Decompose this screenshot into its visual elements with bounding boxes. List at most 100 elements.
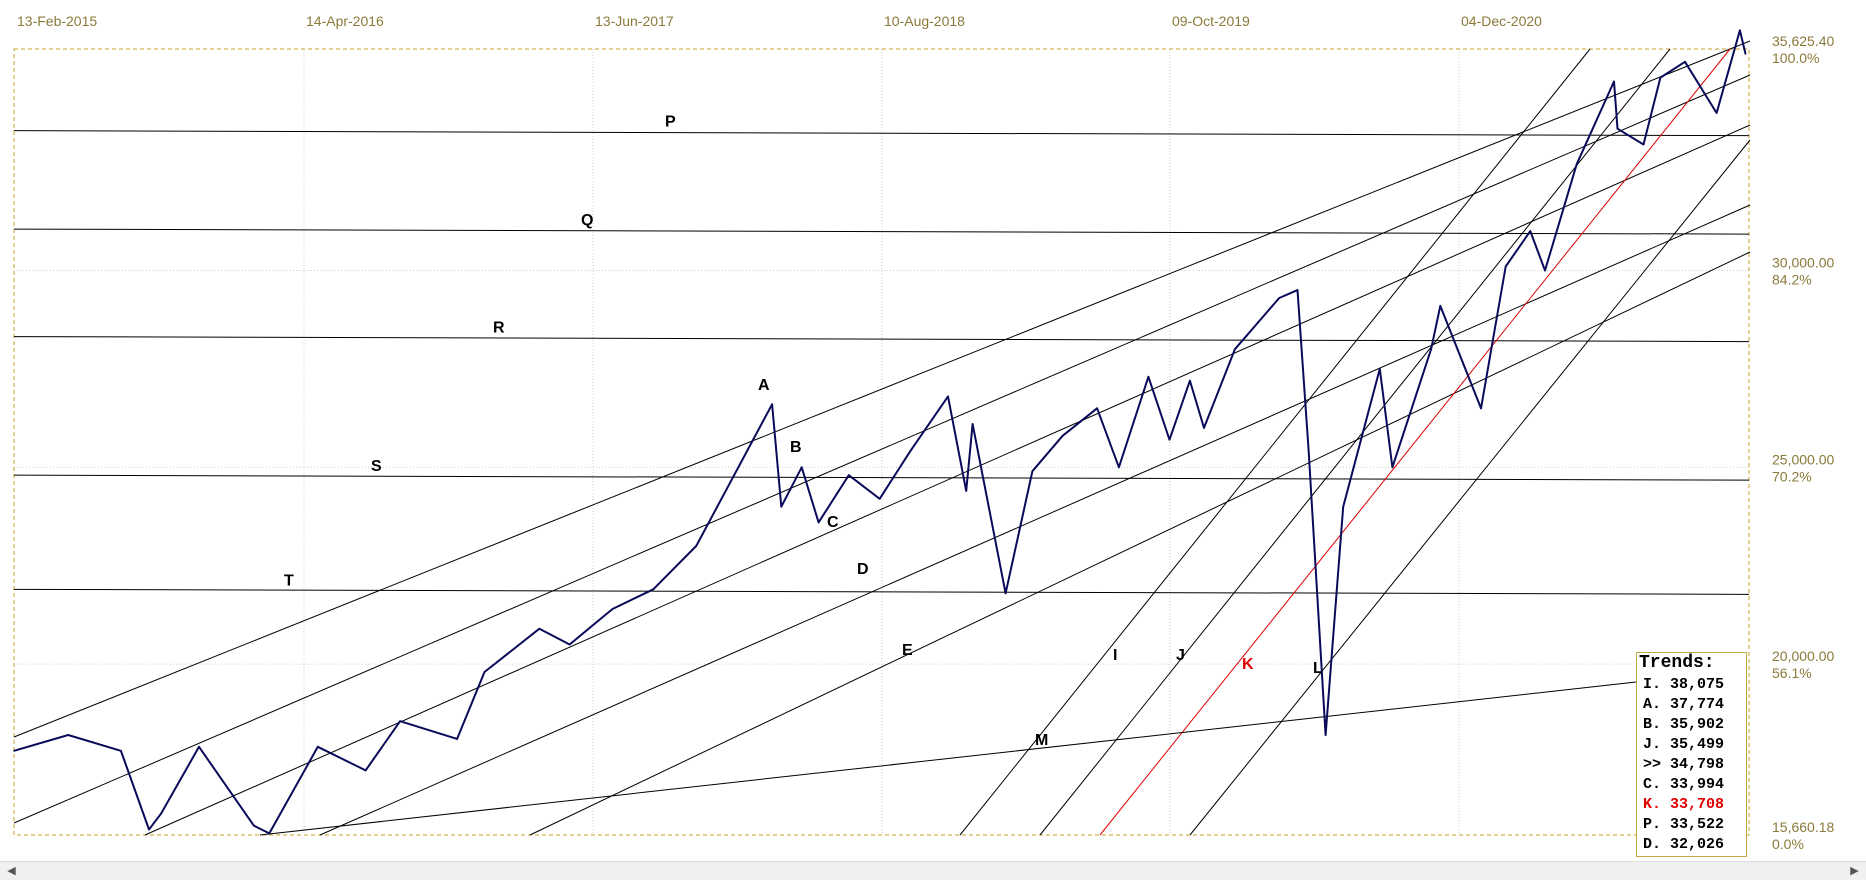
price-point xyxy=(909,450,911,453)
price-point xyxy=(878,498,881,500)
y-tick-percent: 70.2% xyxy=(1772,468,1812,484)
trendline-b xyxy=(144,124,1751,836)
level-line-r xyxy=(13,336,1750,343)
y-tick-label: 15,660.18 xyxy=(1772,819,1834,835)
trendline-l xyxy=(1189,139,1751,836)
price-point xyxy=(1342,505,1345,508)
level-label-r: R xyxy=(493,320,505,337)
price-point xyxy=(1378,368,1381,370)
trendline-label-m: M xyxy=(1035,732,1048,749)
x-tick-label: 13-Jun-2017 xyxy=(595,13,674,29)
y-tick-label: 25,000.00 xyxy=(1772,451,1834,467)
price-point xyxy=(253,824,255,827)
price-point xyxy=(652,588,655,591)
trend-row-b: B. 35,902 xyxy=(1643,716,1725,733)
trend-row-i: I. 38,075 xyxy=(1643,676,1725,693)
horizontal-scrollbar[interactable]: ◀ ▶ xyxy=(0,861,1866,880)
y-tick-label: 35,625.40 xyxy=(1772,33,1834,49)
price-point xyxy=(268,832,271,835)
trend-row-current: >> 34,798 xyxy=(1643,756,1725,773)
trend-row-a: A. 37,774 xyxy=(1643,696,1725,713)
price-point xyxy=(965,490,968,492)
price-point xyxy=(1504,265,1507,268)
price-series xyxy=(13,29,1747,835)
price-point xyxy=(1061,435,1064,437)
y-tick-percent: 0.0% xyxy=(1772,836,1804,852)
price-point xyxy=(1296,289,1299,291)
plot-border xyxy=(13,48,1750,836)
price-point xyxy=(1307,450,1310,453)
price-point xyxy=(1739,29,1741,32)
trend-row-c: C. 33,994 xyxy=(1643,776,1725,793)
trendline-label-a: A xyxy=(758,377,770,394)
level-label-p: P xyxy=(665,114,676,131)
trends-panel: Trends: I. 38,075 A. 37,774 B. 35,902 J.… xyxy=(1636,652,1747,857)
trendline-j xyxy=(1039,48,1671,836)
level-label-t: T xyxy=(284,572,294,589)
price-point xyxy=(456,738,458,740)
price-point xyxy=(1031,470,1034,473)
price-point xyxy=(1744,53,1747,55)
price-point xyxy=(1278,297,1281,299)
trendline-label-d: D xyxy=(857,561,869,578)
price-point xyxy=(160,812,162,815)
price-point xyxy=(13,749,15,752)
price-point xyxy=(1715,112,1718,114)
chart-svg: 13-Feb-2015 14-Apr-2016 13-Jun-2017 10-Aug-… xyxy=(13,13,1834,852)
scroll-right-arrow-icon[interactable]: ▶ xyxy=(1850,864,1859,877)
price-point xyxy=(611,608,614,610)
trendline-label-k: K xyxy=(1242,656,1254,673)
price-point xyxy=(1616,127,1619,130)
trend-row-p: P. 33,522 xyxy=(1643,816,1725,833)
trendline-label-l: L xyxy=(1313,660,1323,677)
trendline-m xyxy=(259,681,1637,836)
price-point xyxy=(399,720,401,723)
price-point xyxy=(1642,143,1645,146)
price-point xyxy=(800,466,803,469)
price-point xyxy=(568,643,571,646)
level-line-p xyxy=(13,130,1750,137)
x-tick-label: 10-Aug-2018 xyxy=(884,13,965,29)
trendlines xyxy=(13,40,1751,836)
price-point xyxy=(1118,466,1120,469)
trendline-c xyxy=(319,204,1751,836)
x-tick-label: 04-Dec-2020 xyxy=(1461,13,1542,29)
trendline-i xyxy=(959,48,1591,836)
trend-row-k: K. 33,708 xyxy=(1643,796,1725,813)
scroll-left-arrow-icon[interactable]: ◀ xyxy=(7,864,16,877)
price-point xyxy=(1234,348,1236,351)
level-line-q xyxy=(13,228,1750,235)
gridlines xyxy=(14,49,1749,835)
level-line-t xyxy=(13,588,1750,595)
price-point xyxy=(1529,230,1532,232)
price-point xyxy=(67,734,69,736)
x-tick-label: 09-Oct-2019 xyxy=(1172,13,1250,29)
trendline-e xyxy=(13,40,1751,738)
level-line-s xyxy=(13,474,1750,481)
price-point xyxy=(1439,305,1442,307)
price-point xyxy=(771,403,773,406)
x-tick-label: 14-Apr-2016 xyxy=(306,13,384,29)
price-point xyxy=(538,627,541,630)
price-point xyxy=(971,423,974,425)
price-point xyxy=(695,545,697,547)
trendline-label-e: E xyxy=(902,642,913,659)
price-point xyxy=(947,395,949,398)
trendline-label-c: C xyxy=(827,514,839,531)
trend-letters: P Q R S T A B C D E I J K L M xyxy=(284,114,1323,749)
trendline-label-i: I xyxy=(1113,647,1117,664)
price-point xyxy=(1613,80,1615,83)
scroll-track[interactable] xyxy=(22,865,1844,877)
x-axis-labels: 13-Feb-2015 14-Apr-2016 13-Jun-2017 10-Aug-… xyxy=(17,13,1542,29)
y-tick-percent: 56.1% xyxy=(1772,665,1812,681)
price-point xyxy=(1480,407,1482,410)
price-point xyxy=(1544,269,1546,272)
trendline-d xyxy=(529,251,1751,836)
plot-frame xyxy=(13,48,1750,836)
level-label-q: Q xyxy=(581,212,593,229)
trendline-a xyxy=(13,74,1751,824)
trendline-k xyxy=(1099,48,1731,836)
price-point xyxy=(1575,163,1578,165)
y-tick-label: 30,000.00 xyxy=(1772,254,1834,270)
